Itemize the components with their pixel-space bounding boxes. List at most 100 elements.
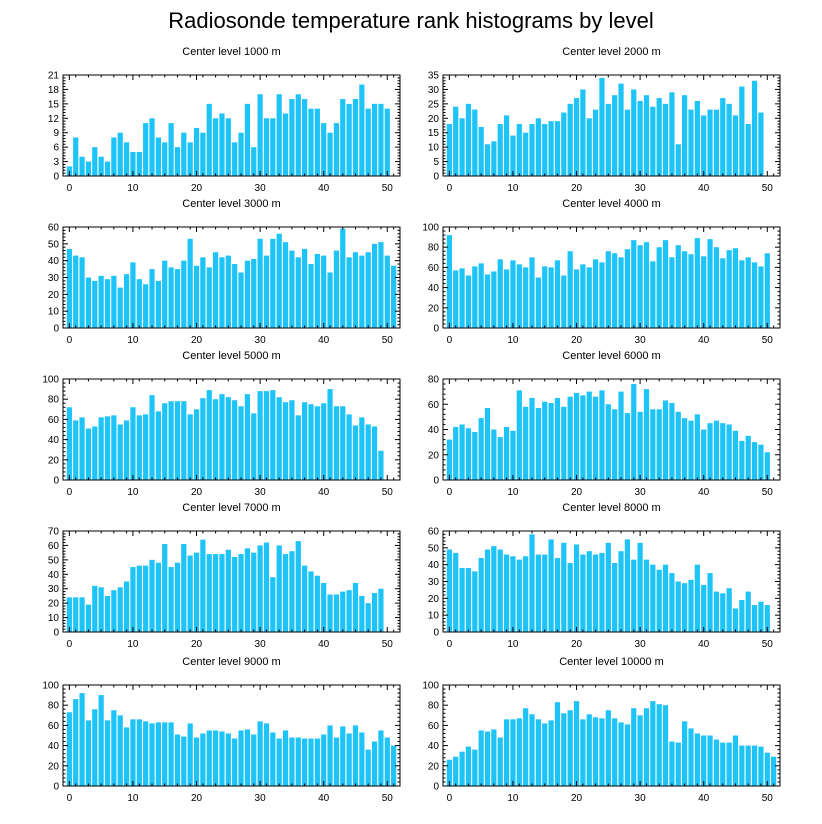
bar	[352, 582, 359, 632]
bar	[675, 144, 681, 176]
bar	[694, 564, 700, 632]
bar	[682, 583, 688, 632]
bar	[238, 730, 244, 786]
bar	[257, 391, 263, 480]
bar	[193, 552, 200, 632]
bar	[662, 564, 669, 632]
panel-title: Center level 8000 m	[562, 502, 660, 514]
x-tick-label: 30	[255, 335, 267, 346]
bar	[384, 108, 390, 176]
bar	[371, 426, 378, 480]
bar	[580, 89, 586, 176]
bar	[726, 588, 732, 632]
bar	[321, 255, 327, 328]
panel-title: Center level 4000 m	[562, 198, 660, 210]
y-tick-label: 3	[53, 157, 59, 168]
x-tick-label: 40	[698, 639, 710, 650]
bar	[263, 255, 270, 328]
y-tick-label: 0	[433, 476, 439, 487]
y-tick-label: 70	[48, 527, 60, 538]
bar	[155, 137, 161, 176]
bar	[308, 264, 314, 328]
bar	[472, 571, 478, 632]
bar	[168, 267, 174, 328]
bar	[149, 269, 155, 328]
bar	[573, 98, 580, 176]
bar	[548, 720, 554, 786]
bar	[321, 403, 327, 480]
bar	[739, 600, 745, 632]
bar	[497, 124, 503, 176]
bar	[327, 272, 333, 328]
bar	[453, 270, 459, 328]
bar	[764, 452, 770, 480]
bar	[650, 261, 656, 328]
bar	[631, 559, 637, 632]
bar	[472, 266, 478, 328]
chart-panel-9: Center level 10000 m 0 20 40 60 80 100 0 10 20 30 4…	[422, 656, 781, 804]
bar	[98, 156, 104, 176]
bar	[174, 734, 181, 786]
bar	[516, 559, 522, 632]
bar	[327, 594, 333, 632]
x-tick-label: 10	[507, 793, 519, 804]
x-tick-label: 50	[762, 487, 774, 498]
bar	[238, 272, 244, 328]
y-tick-label: 15	[48, 99, 60, 110]
bar	[365, 603, 371, 632]
bar	[327, 132, 333, 176]
bar	[764, 752, 770, 786]
bar	[92, 709, 98, 786]
bar	[662, 705, 669, 786]
bar	[618, 551, 624, 632]
bar	[136, 565, 142, 632]
bar	[193, 127, 200, 176]
bar	[340, 228, 346, 328]
bar	[732, 248, 739, 328]
bar	[340, 591, 346, 632]
bar	[720, 258, 726, 328]
bar	[206, 554, 212, 632]
bar	[764, 253, 770, 328]
x-tick-label: 50	[382, 793, 394, 804]
bar	[212, 399, 219, 480]
bar	[675, 742, 681, 786]
bar	[669, 741, 675, 786]
y-tick-label: 30	[428, 577, 440, 588]
bar	[238, 132, 244, 176]
bar	[573, 269, 580, 328]
y-tick-label: 100	[42, 681, 59, 692]
bar	[453, 106, 459, 176]
chart-panel-0: Center level 1000 m 0 3 6 9 12 15 18 21 0 10 20 30 40…	[48, 46, 401, 194]
bar	[346, 257, 352, 328]
bar	[739, 745, 745, 786]
bar	[561, 275, 567, 328]
bar	[548, 267, 554, 328]
x-tick-label: 0	[447, 335, 453, 346]
bar	[130, 719, 136, 786]
bar	[117, 424, 123, 480]
x-tick-label: 40	[318, 639, 330, 650]
bar	[340, 406, 346, 480]
bar	[701, 735, 707, 786]
bar	[98, 275, 104, 328]
bar	[618, 83, 624, 176]
x-tick-label: 10	[507, 335, 519, 346]
bar	[206, 390, 212, 480]
bar	[79, 597, 85, 632]
bar	[580, 264, 586, 328]
panel-title: Center level 3000 m	[182, 198, 280, 210]
bar	[739, 260, 745, 328]
chart-panel-7: Center level 8000 m 0 10 20 30 40 50 60 0 10 20 30 4…	[428, 502, 781, 650]
bar	[371, 593, 378, 632]
y-tick-label: 80	[428, 375, 440, 386]
bar	[276, 738, 282, 786]
bar	[200, 257, 206, 328]
x-tick-label: 40	[318, 183, 330, 194]
bar	[200, 539, 206, 632]
bar	[219, 257, 225, 328]
y-tick-label: 25	[428, 99, 440, 110]
bar	[542, 401, 548, 480]
bar	[643, 95, 650, 176]
bar	[484, 144, 491, 176]
